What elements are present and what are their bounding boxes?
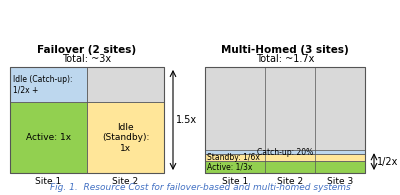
- Text: 1.5x: 1.5x: [176, 115, 197, 125]
- Bar: [87, 102, 164, 173]
- Text: Idle (Catch-up):
1/2x +: Idle (Catch-up): 1/2x +: [13, 75, 72, 94]
- Bar: [10, 67, 87, 102]
- Text: Total: ~1.7x: Total: ~1.7x: [256, 54, 314, 64]
- Text: Site 2: Site 2: [112, 176, 138, 185]
- Bar: [87, 67, 164, 102]
- Text: Multi-Homed (3 sites): Multi-Homed (3 sites): [221, 45, 349, 55]
- Bar: [205, 154, 365, 161]
- Text: Standby: 1/6x: Standby: 1/6x: [207, 153, 260, 162]
- Text: Total: ~3x: Total: ~3x: [62, 54, 112, 64]
- Text: Site 1: Site 1: [222, 176, 248, 185]
- Text: Catch-up: 20%: Catch-up: 20%: [257, 148, 313, 157]
- Text: Idle
(Standby):
1x: Idle (Standby): 1x: [102, 123, 149, 152]
- Bar: [10, 67, 164, 173]
- Bar: [205, 67, 365, 173]
- Text: Failover (2 sites): Failover (2 sites): [38, 45, 136, 55]
- Text: Active: 1/3x: Active: 1/3x: [207, 163, 252, 172]
- Bar: [205, 67, 365, 173]
- Bar: [10, 102, 87, 173]
- Text: Site 3: Site 3: [327, 176, 353, 185]
- Bar: [205, 161, 365, 173]
- Text: Active: 1x: Active: 1x: [26, 133, 71, 142]
- Text: Site 2: Site 2: [277, 176, 303, 185]
- Bar: [205, 150, 365, 154]
- Text: Site 1: Site 1: [35, 176, 62, 185]
- Text: Fig. 1.  Resource Cost for failover-based and multi-homed systems: Fig. 1. Resource Cost for failover-based…: [50, 183, 350, 192]
- Text: 1/2x: 1/2x: [377, 157, 398, 167]
